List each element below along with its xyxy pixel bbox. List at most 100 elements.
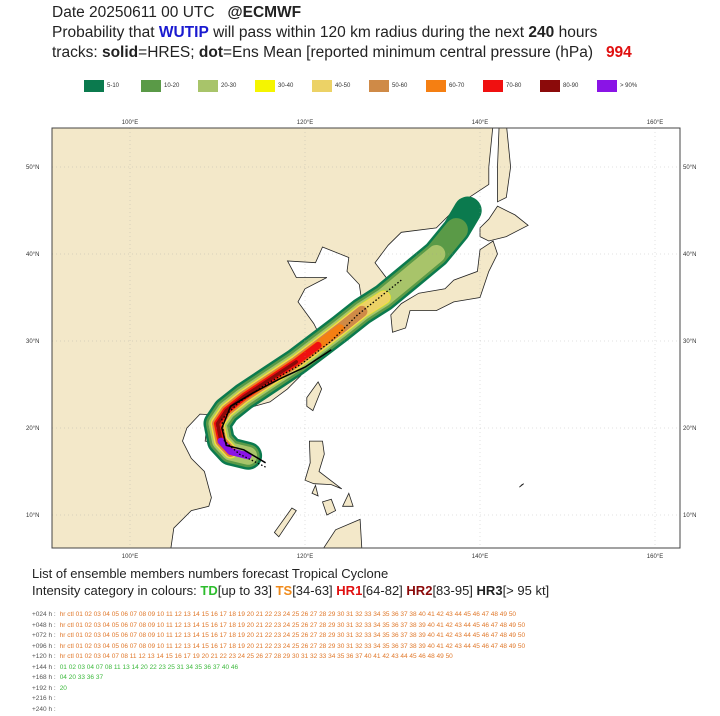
storm-name: WUTIP [158,24,209,41]
row-members: hr ctl 01 02 03 04 05 06 07 08 09 10 11 … [59,642,526,650]
row-members: hr ctl 01 02 03 04 05 06 07 08 09 10 11 … [59,621,526,629]
land [323,518,363,548]
hr3: HR3 [476,583,503,598]
lon-label: 140°E [472,120,488,126]
lat-label: 40°N [26,252,39,258]
header-line1: Date 20250611 00 UTC @ECMWF [52,4,301,22]
legend-item: 30-40 [255,80,293,92]
row-label: +240 h : [32,705,56,713]
legend-label: 60-70 [449,83,465,89]
row-label: +216 h : [32,695,56,702]
ensemble-row: +024 h : hr ctl 01 02 03 04 05 06 07 08 0… [32,611,516,618]
hours: 240 [528,24,555,41]
row-label: +024 h : [32,611,56,618]
lat-label: 30°N [26,339,39,345]
legend-item: 20-30 [198,80,236,92]
legend-swatch [540,80,560,92]
text: Intensity category in colours: [32,583,197,598]
lon-label: 140°E [472,554,488,560]
ts: TS [275,583,293,598]
text: solid [101,44,139,61]
legend-item: 60-70 [426,80,464,92]
lat-label: 10°N [26,513,39,519]
legend-label: > 90% [620,83,638,89]
text: hours [558,24,598,41]
land [519,483,525,488]
row-label: +096 h : [32,642,56,650]
lat-label: 30°N [683,339,696,345]
map: 100°E 100°E 120°E 120°E 140°E 140°E 160°E 160°E… [26,120,696,560]
hr2: HR2 [406,583,433,598]
text: Probability that [52,24,155,41]
row-label: +048 h : [32,621,56,629]
text: will pass within 120 km radius during th… [213,24,525,41]
row-members: hr ctl 01 02 03 04 05 06 07 08 09 10 11 … [59,632,526,639]
legend-swatch [198,80,218,92]
text: =HRES; [138,44,195,61]
header-line3: tracks: solid=HRES; dot=Ens Mean [report… [52,44,632,62]
lat-label: 20°N [683,426,696,432]
lon-label: 120°E [297,554,313,560]
ensemble-row: +072 h : hr ctl 01 02 03 04 05 06 07 08 0… [32,632,525,639]
legend-item: 10-20 [141,80,179,92]
row-members: 04 20 33 36 37 [59,674,104,681]
land [306,381,323,412]
ensemble-row: +144 h :01 02 03 04 07 08 11 13 14 20 22… [32,664,238,671]
ensemble-row: +240 h : [32,706,60,713]
land [479,205,529,242]
lat-label: 20°N [26,426,39,432]
legend-label: 5-10 [107,83,120,89]
legend-item: 50-60 [369,80,407,92]
date: Date 20250611 00 UTC [52,4,215,21]
legend-swatch [141,80,161,92]
text: [64-82] [362,583,403,598]
lon-label: 100°E [122,554,138,560]
legend-label: 30-40 [278,83,294,89]
legend-swatch [312,80,332,92]
row-label: +144 h : [32,663,56,671]
hr1: HR1 [336,583,363,598]
legend-item: 5-10 [84,80,119,92]
row-members: hr ctl 01 02 03 04 07 08 11 12 13 14 15 … [59,653,453,660]
land [311,484,319,497]
row-label: +168 h : [32,674,56,681]
header-line2: Probability that WUTIP will pass within … [52,24,597,42]
lon-label: 120°E [297,120,313,126]
lat-label: 50°N [26,165,39,171]
row-label: +192 h : [32,684,56,692]
land [341,492,354,507]
ensemble-row: +216 h : [32,695,60,702]
td: TD [200,583,218,598]
row-members: 01 02 03 04 07 08 11 13 14 20 22 23 25 3… [59,663,239,671]
legend-label: 50-60 [392,83,408,89]
lat-label: 50°N [683,165,696,171]
land [390,240,498,333]
map-frame [51,127,681,549]
lon-label: 160°E [647,120,663,126]
text: =Ens Mean [reported minimum central pres… [223,44,594,61]
legend-label: 70-80 [506,83,522,89]
legend-label: 80-90 [563,83,579,89]
legend-swatch [483,80,503,92]
legend-swatch [84,80,104,92]
legend-item: 40-50 [312,80,350,92]
land [273,507,297,538]
legend-swatch [369,80,389,92]
text: [up to 33] [217,583,272,598]
legend-label: 20-30 [221,83,237,89]
ensemble-row: +048 h : hr ctl 01 02 03 04 05 06 07 08 0… [32,622,525,629]
ensemble-row: +192 h :20 [32,685,67,692]
text: [> 95 kt] [502,583,550,598]
text: dot [198,44,223,61]
ensemble-row: +120 h : hr ctl 01 02 03 04 07 08 11 12 1… [32,653,453,660]
legend-label: 40-50 [335,83,351,89]
legend-item: 70-80 [483,80,521,92]
row-members: 20 [59,684,67,692]
legend-swatch [597,80,617,92]
hres-track [221,349,332,464]
lat-label: 10°N [683,513,696,519]
legend-item: > 90% [597,80,637,92]
ensemble-row: +168 h :04 20 33 36 37 [32,674,103,681]
pressure: 994 [605,44,632,61]
lon-label: 100°E [122,120,138,126]
